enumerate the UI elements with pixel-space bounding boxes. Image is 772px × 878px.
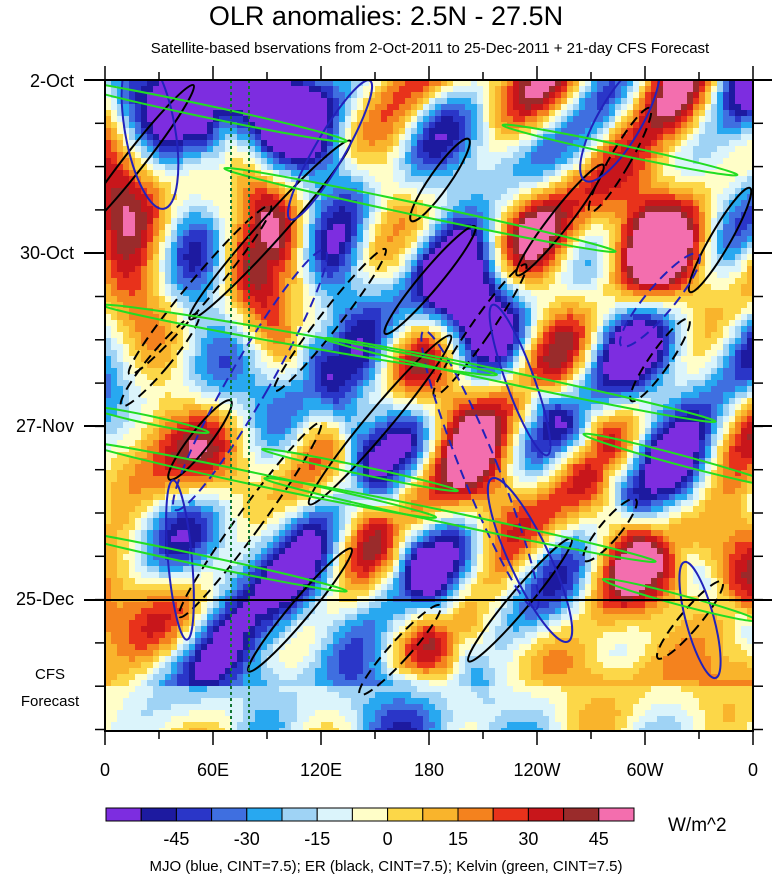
er-contour [587, 106, 653, 214]
kelvin-contour [601, 577, 753, 623]
x-tick-label: 180 [413, 760, 445, 780]
forecast-label-line1: CFS [35, 666, 65, 683]
colorbar-swatch [105, 807, 142, 822]
kelvin-contour [105, 441, 438, 519]
colorbar-swatch [281, 807, 318, 822]
x-tick-label: 0 [747, 760, 759, 780]
colorbar-swatch [211, 807, 248, 822]
colorbar-swatch [140, 807, 177, 822]
chart-subtitle: Satellite-based bservations from 2-Oct-2… [150, 40, 710, 57]
er-contour [177, 421, 323, 619]
kelvin-contour [582, 432, 753, 488]
plot-frame [84, 66, 772, 745]
er-contour [358, 603, 442, 697]
colorbar-swatch [387, 807, 424, 822]
colorbar-tick-label: -45 [163, 829, 189, 849]
er-contour [655, 580, 725, 660]
er-contour [105, 83, 196, 237]
heatmap-cells [105, 80, 753, 731]
kelvin-contour [323, 337, 717, 423]
er-contour [409, 137, 471, 223]
kelvin-contour [105, 80, 348, 143]
kelvin-contour [105, 527, 348, 593]
mjo-contour [678, 560, 722, 680]
colorbar-swatch [527, 807, 565, 822]
colorbar-swatch [492, 807, 529, 822]
er-contour [687, 186, 753, 294]
er-contour [629, 317, 691, 403]
x-tick-label: 120E [299, 760, 343, 780]
colorbar-unit: W/m^2 [668, 815, 727, 836]
kelvin-contour [501, 123, 739, 177]
colorbar-swatch [563, 807, 600, 822]
forecast-label-line2: Forecast [20, 693, 80, 710]
kelvin-contour [105, 303, 498, 377]
er-contour [247, 547, 353, 673]
colorbar-swatch [457, 807, 494, 822]
x-tick-label: 0 [99, 760, 111, 780]
x-tick-label: 60W [626, 760, 664, 780]
heatmap-cells [147, 80, 753, 680]
er-contour [383, 224, 477, 336]
colorbar-tick-label: 30 [518, 829, 538, 849]
er-contour [307, 334, 453, 506]
colorbar-tick-label: 15 [448, 829, 468, 849]
er-contour [515, 163, 605, 277]
colorbar-tick-label: -15 [304, 829, 330, 849]
x-tick-label: 60E [196, 760, 230, 780]
y-tick-label: 27-Nov [15, 416, 74, 436]
er-contour [119, 312, 201, 408]
mjo-contour [579, 80, 661, 183]
colorbar-swatch [246, 807, 283, 822]
mjo-contour [486, 476, 574, 644]
colorbar-swatch [316, 807, 353, 822]
er-contour [188, 139, 352, 321]
colorbar: -45 -30 -15 0 15 30 45 [105, 807, 635, 849]
colorbar-swatch [422, 807, 459, 822]
colorbar-swatch [351, 807, 389, 822]
contour-lines [105, 80, 753, 731]
mjo-contour [172, 248, 328, 512]
kelvin-contour [223, 167, 617, 253]
colorbar-swatch [175, 807, 213, 822]
colorbar-tick-label: 45 [589, 829, 609, 849]
contour-legend: MJO (blue, CINT=7.5); ER (black, CINT=7.… [149, 858, 623, 875]
mjo-contour [488, 303, 552, 457]
er-contour [273, 247, 387, 393]
y-tick-label: 30-Oct [19, 243, 74, 263]
colorbar-tick-label: -30 [234, 829, 260, 849]
er-contour [582, 497, 638, 563]
kelvin-contour [105, 405, 210, 435]
colorbar-swatch [598, 807, 635, 822]
mjo-contour [165, 479, 195, 641]
kelvin-contour [261, 447, 459, 493]
heatmap-cells [129, 80, 753, 731]
colorbar-tick-label: 0 [383, 829, 393, 849]
y-tick-label: 2-Oct [29, 71, 74, 91]
heatmap-cells [123, 80, 693, 596]
mjo-contour [420, 329, 540, 611]
kelvin-contour [263, 477, 657, 563]
er-contour [127, 204, 273, 376]
x-tick-label: 120W [513, 760, 561, 780]
mjo-contour [120, 80, 180, 210]
heatmap-cells [105, 80, 753, 731]
mjo-contour [618, 252, 702, 348]
y-tick-label: 25-Dec [15, 589, 74, 609]
chart-title: OLR anomalies: 2.5N - 27.5N [208, 1, 564, 31]
